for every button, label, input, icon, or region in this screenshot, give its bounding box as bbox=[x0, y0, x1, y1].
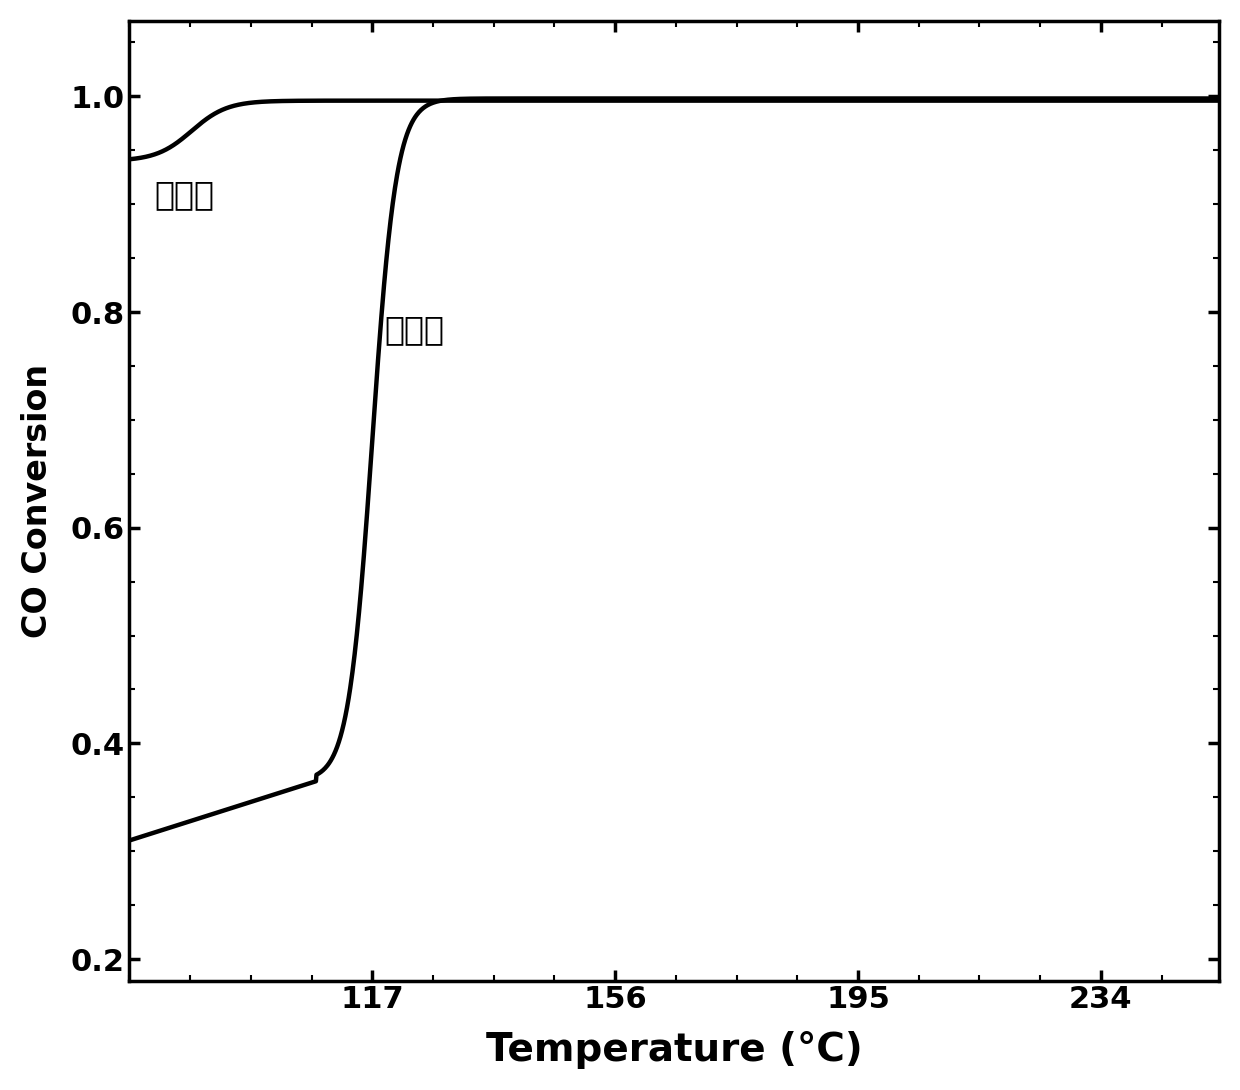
Text: 实例五: 实例五 bbox=[384, 313, 445, 346]
X-axis label: Temperature (°C): Temperature (°C) bbox=[486, 1031, 863, 1069]
Text: 实例六: 实例六 bbox=[155, 178, 215, 211]
Y-axis label: CO Conversion: CO Conversion bbox=[21, 364, 53, 638]
